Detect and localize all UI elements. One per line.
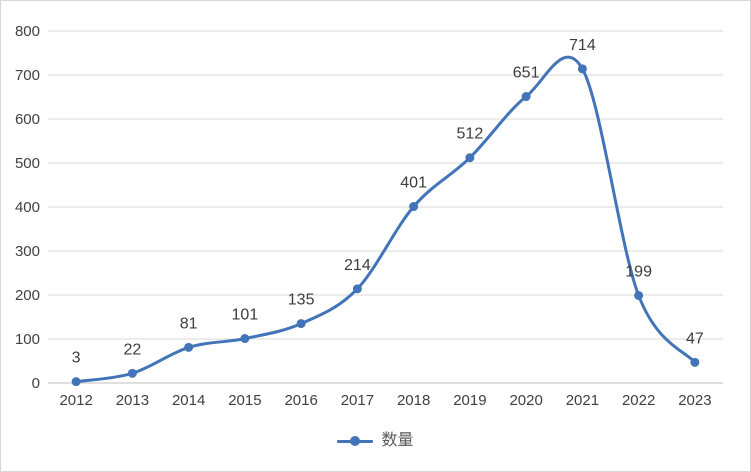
data-point-marker [690,357,700,367]
x-tick-label: 2017 [341,392,374,409]
x-tick-label: 2018 [397,392,430,409]
data-label: 3 [72,350,81,367]
y-tick-label: 300 [15,243,40,260]
data-label: 22 [123,341,141,358]
legend-line-marker-icon [337,435,374,447]
data-point-marker [634,290,644,300]
data-point-marker [296,319,306,329]
data-point-marker [127,368,137,378]
y-tick-label: 800 [15,23,40,40]
data-point-marker [184,342,194,352]
y-tick-label: 600 [15,111,40,128]
data-label: 214 [344,257,371,274]
data-label: 401 [400,175,427,192]
x-tick-label: 2020 [509,392,542,409]
data-label: 651 [513,65,540,82]
chart-legend: 数量 [1,429,750,453]
x-tick-label: 2012 [59,392,92,409]
data-label: 714 [569,37,596,54]
data-point-marker [577,64,587,74]
data-point-marker [465,153,475,163]
x-tick-label: 2013 [116,392,149,409]
data-label: 512 [457,126,484,143]
x-tick-label: 2016 [284,392,317,409]
y-tick-label: 400 [15,199,40,216]
data-point-marker [521,92,531,102]
series-line [74,55,697,384]
data-point-marker [409,202,419,212]
y-tick-label: 700 [15,67,40,84]
y-tick-label: 500 [15,155,40,172]
legend-series-label: 数量 [381,432,414,449]
legend-marker-dot [350,436,361,446]
x-tick-label: 2021 [566,392,599,409]
x-tick-label: 2015 [228,392,261,409]
data-point-marker [240,334,250,344]
x-tick-label: 2022 [622,392,655,409]
x-tick-label: 2023 [678,392,711,409]
data-label: 199 [625,263,652,280]
data-label: 135 [288,292,315,309]
y-tick-label: 200 [15,287,40,304]
data-label: 81 [180,315,198,332]
x-tick-label: 2019 [453,392,486,409]
data-point-marker [352,284,362,294]
x-tick-label: 2014 [172,392,205,409]
data-label: 47 [686,330,704,347]
y-tick-label: 100 [15,331,40,348]
data-label: 101 [232,307,259,324]
data-point-marker [71,377,81,387]
y-tick-label: 0 [32,375,40,392]
